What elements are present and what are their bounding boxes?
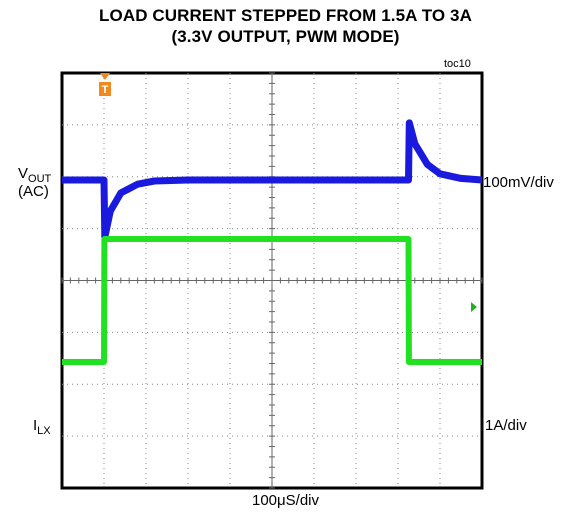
figure-tag: toc10 [444,58,471,70]
vout-trace [62,119,483,241]
ilx-label-main: I [33,417,38,434]
ilx-trace [62,236,482,365]
plot-traces [62,119,483,365]
trigger-marker-icon [99,82,111,96]
channel2-reference-marker-icon [471,302,477,312]
vout-label-extra: (AC) [18,183,49,200]
vout-label-sub: OUT [28,173,52,185]
time-scale-label: 100μS/div [251,492,320,509]
ilx-label-sub: LX [37,425,51,437]
plot-markers: T [99,73,477,312]
vout-channel-label: VOUT [18,166,51,187]
vout-label-main: V [18,165,29,182]
ilx-scale-label: 1A/div [485,417,527,434]
vout-scale-label: 100mV/div [483,174,554,191]
chart-title-line1: LOAD CURRENT STEPPED FROM 1.5A TO 3A [99,6,472,25]
trigger-marker-label: T [102,84,109,96]
chart-title-line2: (3.3V OUTPUT, PWM MODE) [171,27,400,46]
trigger-arrow-icon [100,73,110,80]
ilx-channel-label: ILX [33,418,51,439]
